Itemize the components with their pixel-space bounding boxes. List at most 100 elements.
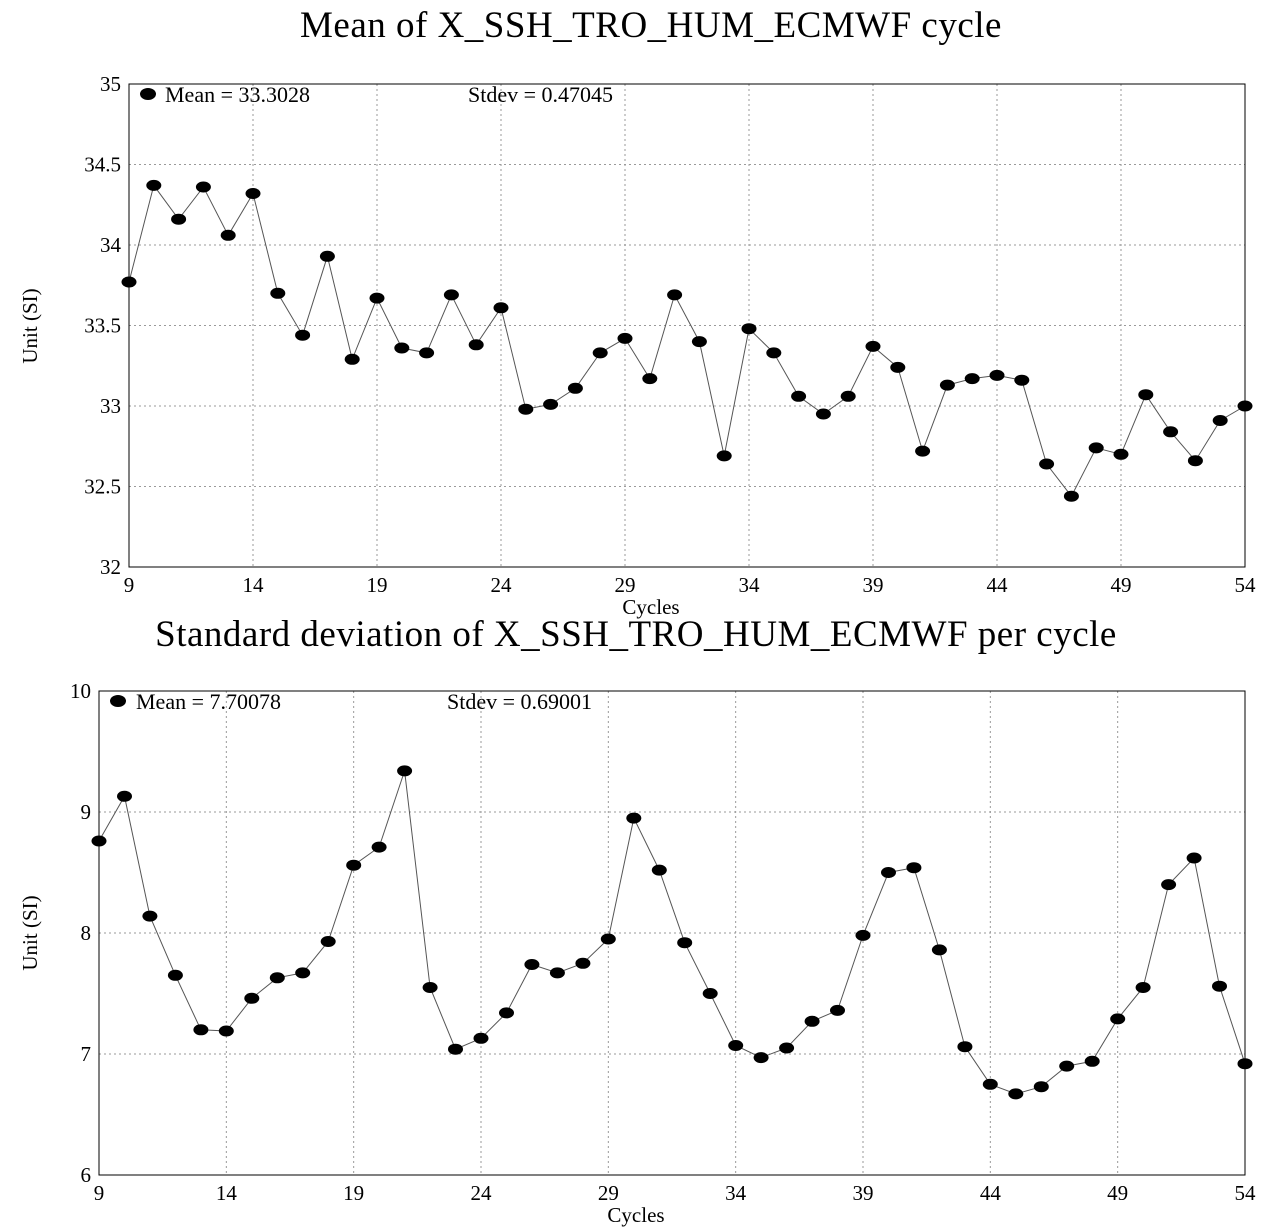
stdev-chart-grid — [99, 691, 1245, 1175]
mean-chart-y-tick-label: 32.5 — [84, 475, 121, 499]
mean-chart-x-tick-label: 34 — [739, 573, 761, 597]
stdev-chart-y-tick-label: 7 — [81, 1042, 92, 1066]
mean-chart-data-point — [1039, 458, 1055, 470]
mean-chart-data-point — [716, 450, 732, 462]
mean-chart-data-point — [815, 408, 831, 420]
mean-chart-data-point — [592, 347, 608, 359]
stdev-chart-legend: Mean = 7.70078 Stdev = 0.69001 — [110, 689, 592, 714]
stdev-chart-x-tick-label: 34 — [725, 1181, 747, 1205]
mean-chart-data-point — [1163, 426, 1179, 438]
stdev-chart-data-point — [371, 841, 387, 853]
mean-chart-data-point — [642, 373, 658, 385]
mean-chart-data-point — [543, 398, 559, 410]
stdev-chart-data-point — [600, 933, 616, 945]
stdev-chart-data-point — [702, 988, 718, 999]
mean-chart-y-axis-label: Unit (SI) — [18, 288, 42, 363]
mean-chart-data-point — [419, 347, 435, 359]
mean-chart-data-point — [443, 289, 459, 301]
stdev-chart-data-point — [346, 859, 362, 871]
mean-chart-data-point — [270, 287, 286, 299]
mean-chart-data-point — [493, 302, 509, 314]
stdev-chart: Standard deviation of X_SSH_TRO_HUM_ECMW… — [18, 614, 1256, 1227]
stdev-chart-x-tick-label: 24 — [471, 1181, 493, 1205]
stdev-chart-data-point — [499, 1007, 514, 1019]
mean-chart-legend-stdev: Stdev = 0.47045 — [468, 82, 613, 107]
mean-chart-y-tick-label: 33 — [100, 394, 121, 418]
mean-chart-legend-marker — [140, 88, 156, 100]
stdev-chart-data-point — [626, 812, 642, 824]
mean-chart-x-tick-label: 44 — [987, 573, 1009, 597]
mean-chart-y-tick-label: 34.5 — [84, 153, 121, 177]
stdev-chart-data-point — [1033, 1081, 1049, 1093]
stdev-chart-data-point — [1084, 1055, 1100, 1067]
mean-chart-data-point — [121, 276, 137, 288]
mean-chart-data-point — [245, 188, 261, 199]
mean-chart-series-line — [128, 184, 1246, 498]
stdev-chart-data-point — [651, 864, 667, 876]
mean-chart-x-tick-label: 24 — [491, 573, 513, 597]
stdev-chart-legend-mean: Mean = 7.70078 — [136, 689, 281, 714]
mean-chart-data-point — [617, 332, 633, 344]
stdev-chart-data-point — [677, 937, 693, 949]
mean-chart-legend-mean: Mean = 33.3028 — [165, 82, 310, 107]
stdev-chart-data-point — [881, 867, 896, 878]
stdev-chart-data-point — [1161, 879, 1177, 891]
mean-chart-data-point — [741, 323, 757, 335]
mean-chart-x-tick-label: 49 — [1111, 573, 1132, 597]
mean-chart-data-point — [939, 379, 955, 391]
stdev-chart-data-point — [524, 959, 540, 970]
mean-chart-data-point — [146, 179, 162, 191]
mean-chart-data-point — [1212, 415, 1228, 426]
mean-chart-data-point — [840, 390, 856, 402]
mean-chart-data-point — [964, 373, 980, 385]
stdev-chart-y-axis-label: Unit (SI) — [18, 895, 42, 970]
stdev-chart-series — [91, 765, 1253, 1100]
stdev-chart-y-tick-label: 10 — [70, 679, 91, 703]
stdev-chart-data-point — [142, 910, 158, 922]
stdev-chart-data-point — [753, 1052, 769, 1064]
stdev-chart-data-point — [575, 957, 591, 969]
stdev-chart-data-point — [779, 1042, 795, 1054]
stdev-chart-data-point — [295, 967, 311, 979]
stdev-chart-data-point — [218, 1025, 234, 1037]
stdev-chart-data-point — [830, 1004, 845, 1016]
stdev-chart-data-point — [244, 992, 260, 1004]
stdev-chart-x-tick-label: 14 — [216, 1181, 238, 1205]
stdev-chart-data-point — [269, 972, 285, 984]
mean-chart-data-point — [220, 229, 236, 241]
mean-chart-data-point — [518, 403, 534, 415]
stdev-chart-data-point — [448, 1043, 463, 1055]
stdev-chart-x-tick-label: 19 — [343, 1181, 364, 1205]
mean-chart-data-point — [915, 445, 931, 457]
stdev-chart-x-tick-label: 39 — [853, 1181, 874, 1205]
stdev-chart-data-point — [1212, 980, 1227, 992]
stdev-chart-data-point — [167, 969, 183, 981]
stdev-chart-x-ticks: 9 14 19 24 29 34 39 44 49 54 — [94, 1181, 1256, 1205]
mean-chart-data-point — [989, 369, 1005, 381]
mean-chart-data-point — [890, 361, 906, 373]
mean-chart-data-point — [1138, 389, 1154, 401]
stdev-chart-x-tick-label: 44 — [980, 1181, 1002, 1205]
mean-chart-series — [121, 179, 1253, 502]
stdev-chart-y-tick-label: 8 — [81, 921, 92, 945]
mean-chart-x-tick-label: 54 — [1235, 573, 1257, 597]
mean-chart-x-ticks: 9 14 19 24 29 34 39 44 49 54 — [124, 573, 1256, 597]
stdev-chart-data-point — [1186, 852, 1202, 864]
mean-chart-y-ticks: 32 32.5 33 33.5 34 34.5 35 — [84, 72, 121, 579]
stdev-chart-data-point — [117, 790, 132, 802]
mean-chart-data-point — [171, 213, 187, 225]
stdev-chart-y-ticks: 6 7 8 9 10 — [70, 679, 91, 1187]
mean-chart-data-point — [1187, 455, 1203, 467]
mean-chart-data-point — [195, 181, 211, 193]
stdev-chart-title: Standard deviation of X_SSH_TRO_HUM_ECMW… — [155, 614, 1117, 655]
stdev-chart-data-point — [957, 1041, 973, 1053]
mean-chart-data-point — [865, 340, 881, 352]
stdev-chart-x-axis-label: Cycles — [607, 1203, 664, 1227]
mean-chart-data-point — [1014, 374, 1030, 386]
stdev-chart-data-point — [931, 944, 947, 956]
mean-chart-data-point — [344, 353, 360, 365]
stdev-chart-x-tick-label: 49 — [1107, 1181, 1128, 1205]
mean-chart-data-point — [766, 347, 782, 359]
mean-chart-data-point — [295, 329, 311, 341]
